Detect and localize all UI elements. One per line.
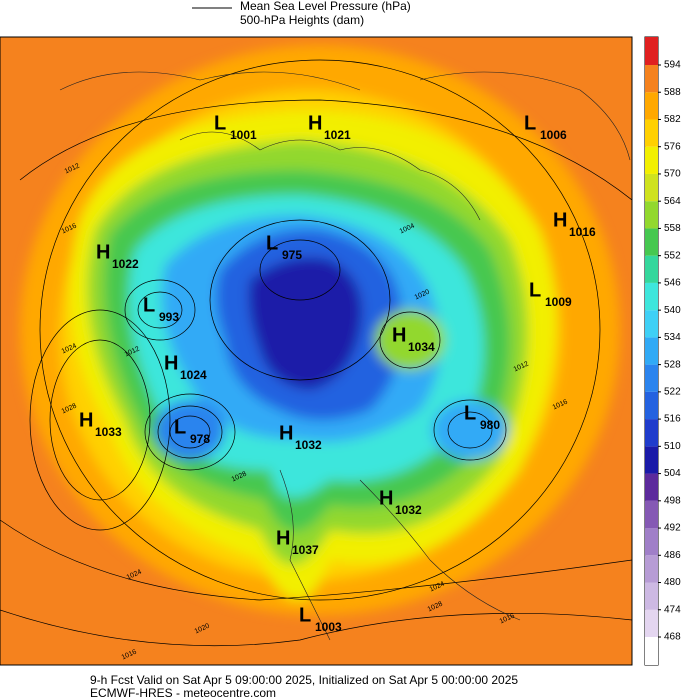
colorbar-label: 468 <box>664 632 681 643</box>
colorbar-label: 576 <box>664 141 681 152</box>
colorbar-swatch <box>645 228 658 256</box>
legend-text: Mean Sea Level Pressure (hPa) <box>240 0 411 13</box>
colorbar-swatch <box>645 446 658 474</box>
center-value: 975 <box>282 248 302 262</box>
colorbar-swatch <box>645 500 658 529</box>
center-value: 1024 <box>180 368 207 382</box>
colorbar-label: 594 <box>664 60 681 71</box>
colorbar-swatch <box>645 37 658 65</box>
colorbar-label: 558 <box>664 223 681 234</box>
center-value: 980 <box>480 418 500 432</box>
colorbar-swatch <box>645 92 658 120</box>
colorbar-label: 474 <box>664 604 681 615</box>
center-letter: L <box>299 604 311 626</box>
colorbar-swatch <box>645 310 658 338</box>
center-letter: L <box>524 112 536 134</box>
colorbar-label: 498 <box>664 495 681 506</box>
colorbar-swatch <box>645 582 658 610</box>
colorbar-swatch <box>645 173 658 202</box>
colorbar-swatch <box>645 119 658 147</box>
center-value: 1032 <box>295 438 322 452</box>
center-value: 978 <box>190 432 210 446</box>
center-value: 1037 <box>292 543 319 557</box>
colorbar-label: 582 <box>664 114 681 125</box>
coastlines <box>59 71 631 641</box>
center-letter: H <box>276 527 290 549</box>
center-letter: H <box>79 409 93 431</box>
footer-text: 9-h Fcst Valid on Sat Apr 5 09:00:00 202… <box>90 673 518 687</box>
center-value: 1006 <box>540 128 567 142</box>
center-letter: L <box>464 402 476 424</box>
map <box>0 37 632 665</box>
center-value: 1001 <box>230 128 257 142</box>
center-value: 1009 <box>545 295 572 309</box>
colorbar-label: 588 <box>664 87 681 98</box>
field-low <box>155 400 225 460</box>
colorbar-label: 486 <box>664 550 681 561</box>
center-letter: L <box>143 294 155 316</box>
center-letter: H <box>379 487 393 509</box>
colorbar-label: 534 <box>664 332 681 343</box>
colorbar-label: 546 <box>664 278 681 289</box>
colorbar-swatch <box>645 609 658 637</box>
colorbar-swatch <box>645 146 658 174</box>
field-ridge <box>375 310 445 370</box>
colorbar-swatch <box>645 419 658 447</box>
center-letter: L <box>266 232 278 254</box>
colorbar-label: 564 <box>664 196 681 207</box>
center-value: 1021 <box>324 128 351 142</box>
center-letter: H <box>553 209 567 231</box>
center-value: 1003 <box>315 620 342 634</box>
colorbar-swatch <box>645 555 658 583</box>
colorbar-label: 504 <box>664 468 681 479</box>
colorbar-swatch <box>645 391 658 420</box>
colorbar-label: 516 <box>664 414 681 425</box>
center-letter: L <box>174 416 186 438</box>
colorbar-swatch <box>645 255 658 283</box>
center-letter: H <box>96 241 110 263</box>
center-value: 993 <box>159 310 179 324</box>
height-field <box>20 45 620 615</box>
colorbar-label: 522 <box>664 386 681 397</box>
colorbar-swatch <box>645 201 658 229</box>
center-letter: L <box>214 112 226 134</box>
colorbar-swatch <box>645 637 658 665</box>
field-low <box>432 400 508 460</box>
colorbar-label: 492 <box>664 523 681 534</box>
colorbar-label: 552 <box>664 250 681 261</box>
colorbar-swatch <box>645 282 658 311</box>
colorbar-label: 510 <box>664 441 681 452</box>
colorbar-swatch <box>645 528 658 556</box>
footer-text: ECMWF-HRES - meteocentre.com <box>90 686 276 700</box>
center-value: 1033 <box>95 425 122 439</box>
colorbar-label: 528 <box>664 359 681 370</box>
map-frame <box>0 36 633 666</box>
colorbar-swatch <box>645 65 658 93</box>
colorbar-label: 480 <box>664 577 681 588</box>
center-value: 1034 <box>408 340 435 354</box>
colorbar-swatch <box>645 364 658 392</box>
center-letter: H <box>279 422 293 444</box>
colorbar-label: 540 <box>664 305 681 316</box>
isobars <box>0 59 632 647</box>
colorbar-swatch <box>645 337 658 365</box>
field-504 <box>248 257 362 390</box>
center-letter: H <box>164 352 178 374</box>
center-letter: H <box>392 324 406 346</box>
center-letter: L <box>529 279 541 301</box>
colorbar-label: 570 <box>664 169 681 180</box>
center-value: 1032 <box>395 503 422 517</box>
center-value: 1016 <box>569 225 596 239</box>
legend-text: 500-hPa Heights (dam) <box>240 13 364 27</box>
center-letter: H <box>308 112 322 134</box>
center-value: 1022 <box>112 257 139 271</box>
colorbar-swatch <box>645 473 658 501</box>
